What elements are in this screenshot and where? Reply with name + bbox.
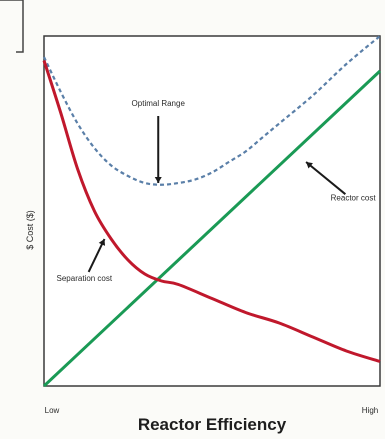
annotation-arrowhead [154, 177, 162, 183]
annotation-reactor-cost: Reactor cost [331, 194, 377, 203]
x-tick-high: High [362, 406, 378, 415]
x-axis-label: Reactor Efficiency [138, 415, 287, 434]
x-tick-low: Low [45, 406, 60, 415]
annotation-separation-cost: Separation cost [57, 274, 113, 283]
annotation-optimal-range: Optimal Range [132, 99, 186, 108]
separation-cost-line [42, 60, 381, 363]
annotation-arrow [305, 161, 347, 195]
annotation-arrowhead [98, 239, 106, 246]
annotation-arrows [87, 116, 347, 273]
total-cost-line [43, 35, 381, 186]
reactor-cost-line [42, 69, 382, 388]
annotation-arrowhead [306, 162, 313, 169]
annotation-arrow [87, 238, 106, 273]
y-axis-label: $ Cost ($) [25, 210, 35, 250]
corner-bracket [0, 0, 24, 53]
plot-frame [43, 35, 381, 387]
